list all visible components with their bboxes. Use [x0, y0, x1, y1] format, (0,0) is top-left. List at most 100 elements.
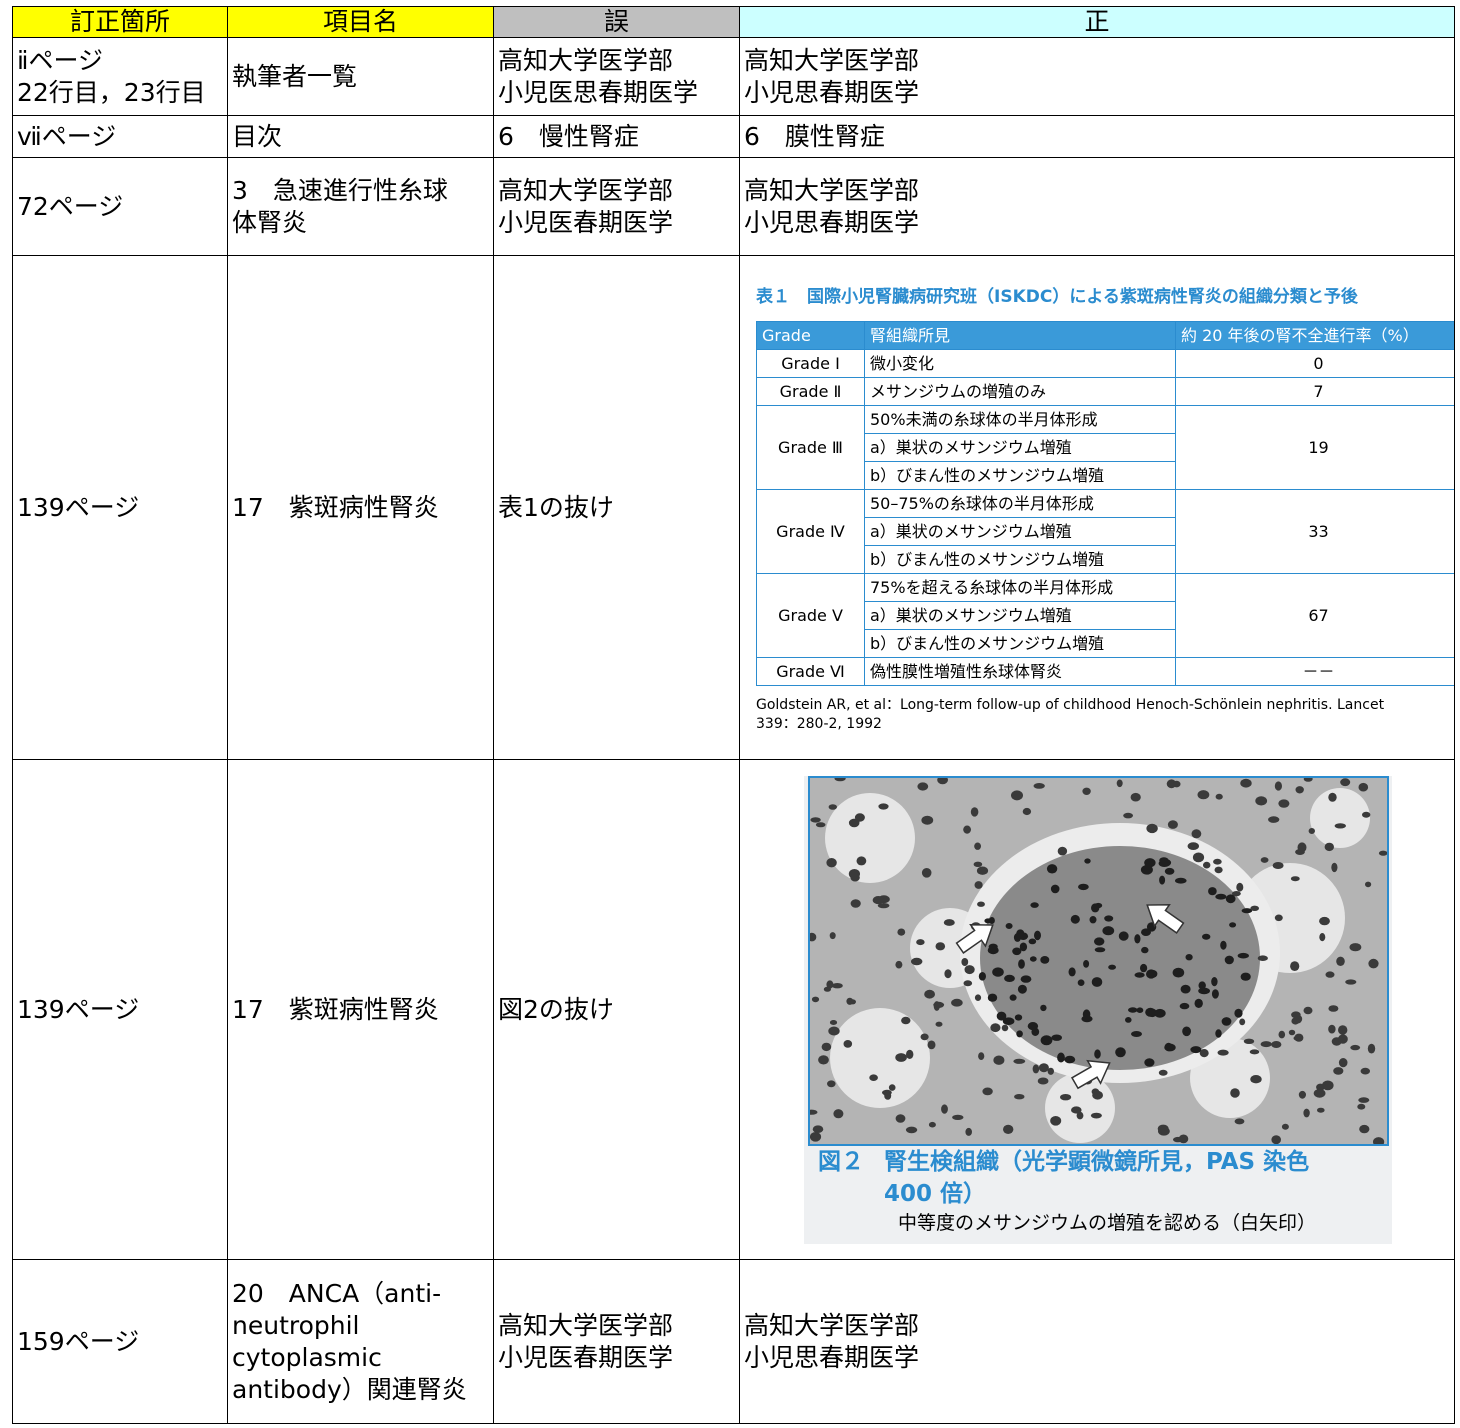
- nucleus: [1291, 1010, 1301, 1018]
- rate-cell: 0: [1175, 349, 1454, 378]
- nucleus: [1116, 779, 1123, 787]
- nucleus: [1295, 785, 1304, 793]
- nucleus: [920, 1033, 929, 1040]
- nucleus: [1319, 932, 1326, 941]
- nucleus: [965, 1127, 972, 1136]
- nucleus: [848, 818, 860, 827]
- nucleus: [1291, 1016, 1300, 1025]
- nucleus: [1009, 993, 1017, 1001]
- table-row: 72ページ 3 急速進行性糸球 体腎炎 高知大学医学部 小児医春期医学 高知大学医学部…: [12, 157, 1455, 256]
- nucleus: [1350, 1044, 1361, 1050]
- nucleus: [1028, 938, 1037, 944]
- nucleus: [1082, 787, 1091, 795]
- nucleus: [974, 993, 982, 1001]
- nucleus: [977, 901, 985, 907]
- nucleus: [1236, 882, 1244, 892]
- nucleus: [815, 821, 826, 827]
- nucleus: [1102, 925, 1115, 935]
- nucleus: [1322, 1080, 1334, 1090]
- embedded-row: Grade Ⅳ 50–75%の糸球体の半月体形成 33: [756, 489, 1454, 574]
- table-cell: 139ページ: [12, 759, 228, 1260]
- nucleus: [1175, 877, 1187, 884]
- nucleus: [1215, 1028, 1222, 1038]
- table-cell: 159ページ: [12, 1259, 228, 1424]
- nucleus: [1208, 886, 1217, 895]
- finding-cell: b）びまん性のメサンジウム増殖: [864, 545, 1176, 574]
- glomerulus: [980, 845, 1260, 1070]
- nucleus: [1084, 857, 1091, 864]
- nucleus: [1345, 978, 1357, 985]
- nucleus: [1197, 789, 1210, 799]
- finding-cell: b）びまん性のメサンジウム増殖: [864, 629, 1176, 658]
- nucleus: [1260, 856, 1269, 863]
- nucleus: [818, 1054, 829, 1064]
- nucleus: [811, 996, 820, 1002]
- nucleus: [1313, 1088, 1326, 1098]
- nucleus: [1243, 1038, 1255, 1044]
- rate-cell: 33: [1175, 489, 1454, 574]
- nucleus: [1019, 942, 1028, 951]
- nucleus: [1134, 971, 1145, 978]
- nucleus: [906, 1049, 914, 1059]
- nucleus: [1032, 1063, 1040, 1073]
- table-cell: ⅶページ: [12, 115, 228, 158]
- nucleus: [996, 1011, 1007, 1021]
- nucleus: [1033, 782, 1045, 789]
- nucleus: [1365, 881, 1372, 887]
- table-cell: 執筆者一覧: [227, 37, 494, 116]
- figure-caption: 図２ 腎生検組織（光学顕微鏡所見，PAS 染色 400 倍）: [804, 1146, 1392, 1210]
- table-cell: 表1の抜け: [493, 255, 740, 760]
- header-cell: 訂正箇所: [12, 6, 228, 38]
- nucleus: [849, 998, 856, 1004]
- nucleus: [1240, 972, 1251, 981]
- grade-cell: Grade Ⅳ: [756, 489, 865, 574]
- nucleus: [1017, 984, 1027, 994]
- nucleus: [1027, 1021, 1039, 1030]
- nucleus: [987, 993, 998, 1002]
- finding-cell: メサンジウムの増殖のみ: [864, 377, 1176, 406]
- nucleus: [872, 895, 884, 904]
- nucleus: [1325, 970, 1335, 978]
- nucleus: [848, 868, 860, 879]
- nucleus: [1220, 940, 1227, 950]
- nucleus: [1123, 812, 1133, 818]
- nucleus: [1230, 1087, 1240, 1098]
- nucleus: [884, 1091, 892, 1100]
- nucleus: [810, 816, 821, 823]
- finding-cell: 50%未満の糸球体の半月体形成: [864, 405, 1176, 434]
- table-cell: 高知大学医学部 小児思春期医学: [739, 1259, 1455, 1424]
- nucleus: [1281, 1123, 1289, 1130]
- nucleus: [1303, 1006, 1313, 1014]
- nucleus: [1331, 862, 1338, 872]
- table-cell: 高知大学医学部 小児思春期医学: [739, 157, 1455, 256]
- nucleus: [810, 932, 817, 941]
- table-cell: 139ページ: [12, 255, 228, 760]
- nucleus: [1029, 955, 1037, 962]
- nucleus: [1317, 1107, 1325, 1113]
- nucleus: [1141, 946, 1149, 953]
- nucleus: [1081, 1015, 1093, 1022]
- nucleus: [1221, 1016, 1232, 1026]
- table-row: ⅶページ 目次 6 慢性腎症 6 膜性腎症: [12, 115, 1455, 158]
- grade-cell: Grade Ⅵ: [756, 657, 865, 686]
- nucleus: [1250, 905, 1259, 911]
- nucleus: [1016, 1029, 1023, 1037]
- nucleus: [1083, 959, 1090, 968]
- nucleus: [970, 806, 979, 817]
- embedded-header-cell: Grade: [756, 321, 865, 350]
- nucleus: [992, 966, 1004, 977]
- table-cell: 17 紫斑病性腎炎: [227, 255, 494, 760]
- nucleus: [1290, 875, 1300, 881]
- header-cell: 項目名: [227, 6, 494, 38]
- nucleus: [1134, 933, 1141, 943]
- nucleus: [1360, 1067, 1370, 1074]
- nucleus: [935, 941, 946, 950]
- nucleus: [1362, 811, 1371, 818]
- table-row: 139ページ 17 紫斑病性腎炎 表1の抜け 表１ 国際小児腎臓病研究班（ISKDC）…: [12, 255, 1455, 760]
- nucleus: [812, 1124, 824, 1133]
- finding-cell: a）巣状のメサンジウム増殖: [864, 433, 1176, 462]
- nucleus: [1148, 969, 1158, 978]
- nucleus: [1071, 1105, 1082, 1114]
- nucleus: [1328, 1004, 1339, 1012]
